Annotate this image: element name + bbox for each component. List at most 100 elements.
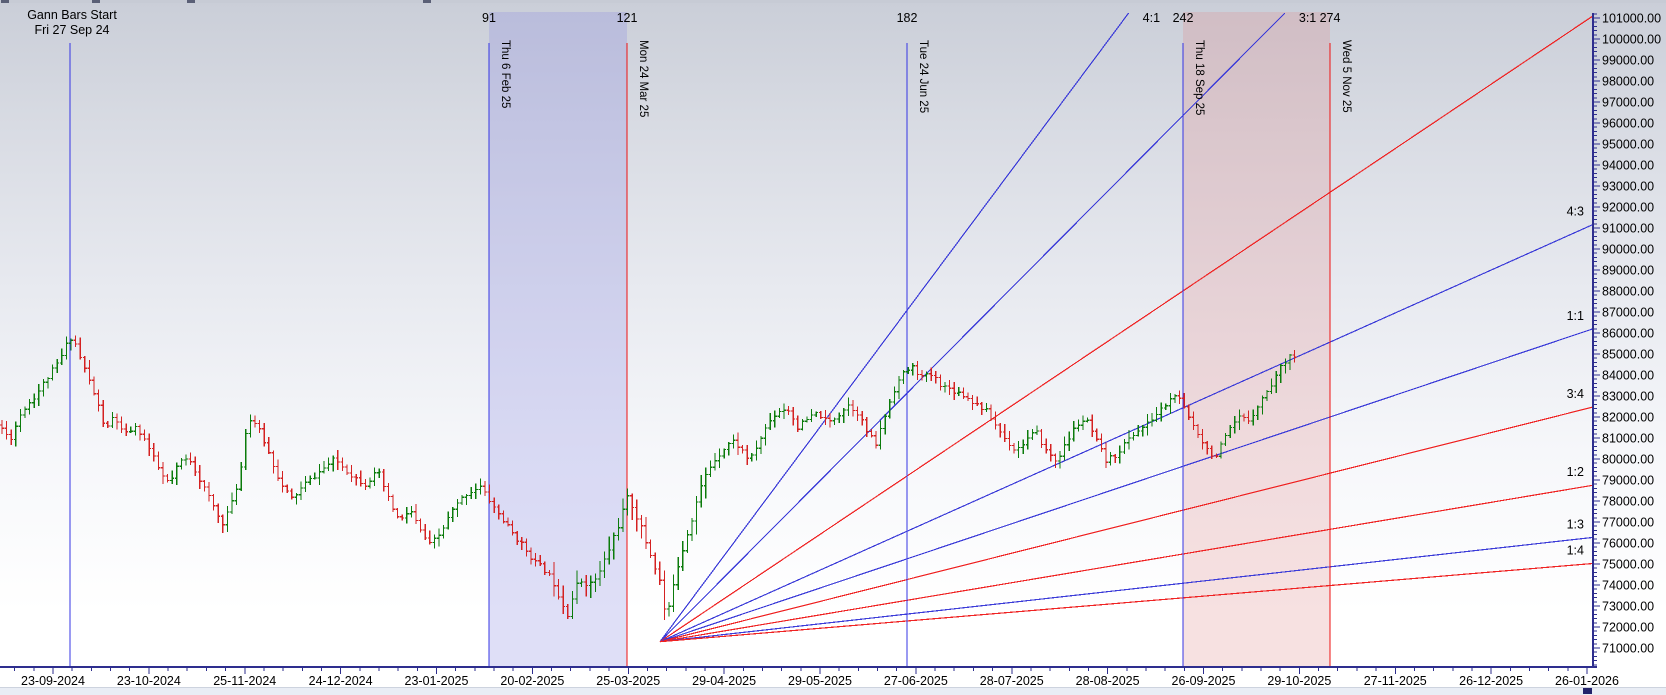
ohlc-bar [363, 479, 368, 491]
cropped-toolbar-icon-remnant [92, 0, 100, 3]
bottom-scroll-strip [0, 687, 1666, 695]
ohlc-bar [124, 423, 129, 437]
ohlc-bar [317, 463, 322, 486]
ohlc-bar [151, 443, 156, 462]
ohlc-bar [253, 415, 257, 428]
ohlc-bar [69, 338, 73, 351]
ohlc-bar [542, 561, 547, 576]
ohlc-bar [1067, 431, 1072, 452]
y-axis-label: 99000.00 [1602, 54, 1654, 68]
ohlc-bar [510, 520, 515, 536]
ohlc-bar [1288, 353, 1292, 371]
gann-fan-line-3:1[interactable] [659, 13, 1286, 643]
gann-fan-line-4:1[interactable] [659, 13, 1130, 643]
x-axis-label: 25-11-2024 [213, 674, 276, 688]
ohlc-bar [892, 386, 897, 405]
y-axis-label: 77000.00 [1602, 516, 1654, 530]
ohlc-bar [1150, 413, 1154, 427]
ohlc-bar [1058, 451, 1062, 469]
gann-start-title: Gann Bars Start [27, 8, 117, 22]
ohlc-bar [32, 393, 37, 408]
gann-fan-line-1:1[interactable] [659, 328, 1593, 643]
ohlc-bar [593, 573, 598, 592]
ohlc-bar [147, 433, 152, 456]
ohlc-bar [36, 383, 41, 406]
ohlc-bar [1002, 423, 1007, 443]
ohlc-bar [1223, 433, 1228, 446]
ohlc-bar [708, 460, 713, 478]
gann-fan-line-1:4[interactable] [659, 562, 1593, 643]
ohlc-bar [202, 480, 207, 492]
gann-vertical-date-label: Thu 6 Feb 25 [499, 40, 511, 108]
gann-bar-count-label: 91 [482, 11, 496, 25]
ohlc-bar [1232, 415, 1237, 434]
ohlc-bar [529, 547, 533, 565]
gann-bar-count-label: 121 [617, 11, 638, 25]
ohlc-bar [515, 531, 520, 546]
ohlc-bar [110, 411, 115, 429]
ohlc-bar [1186, 404, 1191, 421]
gann-vertical-date-label: Mon 24 Mar 25 [637, 40, 649, 117]
ohlc-bar [611, 532, 616, 560]
ohlc-bar [736, 432, 740, 456]
ohlc-bar [64, 336, 69, 360]
gann-start-date: Fri 27 Sep 24 [34, 23, 110, 37]
ohlc-bar [874, 431, 878, 449]
ohlc-bar [450, 507, 455, 522]
ohlc-bar [1283, 358, 1288, 374]
ohlc-bar [676, 557, 681, 590]
x-axis-label: 26-01-2026 [1555, 674, 1619, 688]
gann-fan-line-4:3[interactable] [659, 223, 1593, 643]
y-axis-label: 90000.00 [1602, 243, 1654, 257]
ohlc-bar [211, 494, 216, 511]
ohlc-bar [703, 467, 708, 499]
ohlc-bar [1214, 453, 1219, 459]
ohlc-bar [115, 413, 119, 430]
ohlc-bar [745, 445, 750, 466]
ohlc-bar [961, 387, 966, 400]
ohlc-bar [1255, 405, 1260, 421]
ohlc-bar [308, 475, 313, 485]
ohlc-bar [1016, 440, 1021, 459]
x-axis-label: 26-12-2025 [1459, 674, 1523, 688]
y-axis-label: 98000.00 [1602, 75, 1654, 89]
ohlc-bar [1053, 453, 1058, 468]
ohlc-bar [23, 406, 27, 419]
gann-fan-line-3:4[interactable] [659, 406, 1593, 643]
ohlc-bar [483, 481, 487, 496]
y-axis-label: 88000.00 [1602, 285, 1654, 299]
scrollbar-corner-handle[interactable] [1583, 688, 1592, 694]
ohlc-bar [639, 515, 644, 539]
ohlc-bar [795, 415, 800, 433]
ohlc-bar [340, 457, 345, 472]
ohlc-bar [887, 398, 892, 419]
ohlc-bar [570, 590, 575, 619]
ohlc-bar [506, 517, 510, 527]
ohlc-bar [391, 494, 395, 513]
ohlc-bar [547, 570, 552, 577]
gann-fan-line-2:1[interactable] [659, 15, 1593, 643]
ohlc-bar [1168, 393, 1173, 414]
ohlc-bar [354, 474, 359, 486]
y-axis-label: 82000.00 [1602, 411, 1654, 425]
ohlc-bar [409, 505, 414, 518]
ohlc-bar [883, 414, 888, 435]
ohlc-bar [128, 426, 133, 434]
ohlc-bar [464, 494, 469, 506]
ohlc-bar [460, 495, 464, 506]
ohlc-bar [446, 511, 451, 530]
ohlc-bar [1209, 445, 1214, 460]
gann-fan-label-3:4: 3:4 [1567, 387, 1584, 401]
gann-fan-line-1:3[interactable] [659, 536, 1593, 643]
ohlc-bar [653, 552, 658, 575]
ohlc-bar [1200, 429, 1205, 450]
ohlc-bar [1044, 438, 1049, 454]
ohlc-bar [846, 397, 851, 417]
gann-vertical-date-label: Wed 5 Nov 25 [1340, 40, 1352, 113]
gann-fan-line-1:2[interactable] [659, 484, 1593, 643]
ohlc-bar [1062, 436, 1067, 461]
ohlc-bar [920, 369, 924, 381]
ohlc-bar [322, 460, 326, 474]
ohlc-bar [432, 534, 437, 549]
